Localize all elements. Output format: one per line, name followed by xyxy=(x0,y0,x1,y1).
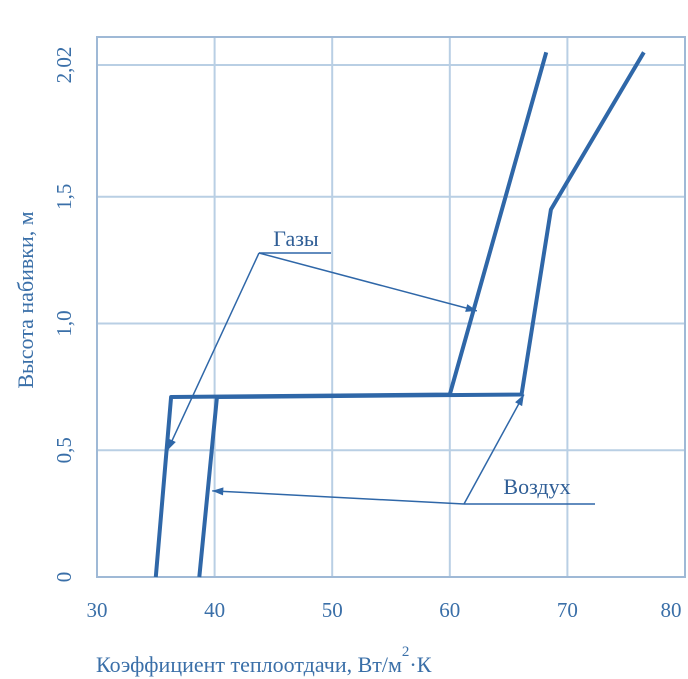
y-tick-label: 2,02 xyxy=(52,47,76,84)
annotation-arrow xyxy=(258,252,478,312)
arrowhead xyxy=(212,487,224,496)
annotation-arrow xyxy=(166,252,260,451)
arrowhead xyxy=(167,438,176,451)
arrowhead xyxy=(515,394,524,407)
y-tick-label: 1,5 xyxy=(52,184,76,210)
annotations-layer: Газы Воздух xyxy=(166,226,595,505)
y-tick-label: 0,5 xyxy=(52,437,76,463)
x-tick-label: 60 xyxy=(439,598,460,622)
x-axis-label-unit-tail: ·К xyxy=(409,652,431,677)
x-axis-label: Коэффициент теплоотдачи, Вт/м2·К xyxy=(96,644,432,677)
x-tick-label: 30 xyxy=(87,598,108,622)
y-tick-label: 1,0 xyxy=(52,310,76,336)
y-tick-labels: 0 0,5 1,0 1,5 2,02 xyxy=(52,47,76,583)
series-line xyxy=(197,51,646,578)
y-axis-label: Высота набивки, м xyxy=(13,211,38,388)
y-tick-label: 0 xyxy=(52,572,76,583)
annotation-arrow xyxy=(212,490,465,505)
annotation-arrow xyxy=(463,394,525,505)
x-axis-label-superscript: 2 xyxy=(402,644,410,660)
annotation-label: Воздух xyxy=(503,474,570,499)
plot-frame xyxy=(96,36,686,578)
grid xyxy=(97,37,685,577)
x-tick-labels: 30 40 50 60 70 80 xyxy=(87,598,682,622)
series-layer xyxy=(153,51,646,578)
annotation-label: Газы xyxy=(273,226,319,251)
x-tick-label: 50 xyxy=(322,598,343,622)
arrowhead xyxy=(465,304,477,312)
x-tick-label: 80 xyxy=(661,598,682,622)
x-tick-label: 70 xyxy=(557,598,578,622)
x-tick-label: 40 xyxy=(204,598,225,622)
x-axis-label-main: Коэффициент теплоотдачи, Вт/м xyxy=(96,652,402,677)
